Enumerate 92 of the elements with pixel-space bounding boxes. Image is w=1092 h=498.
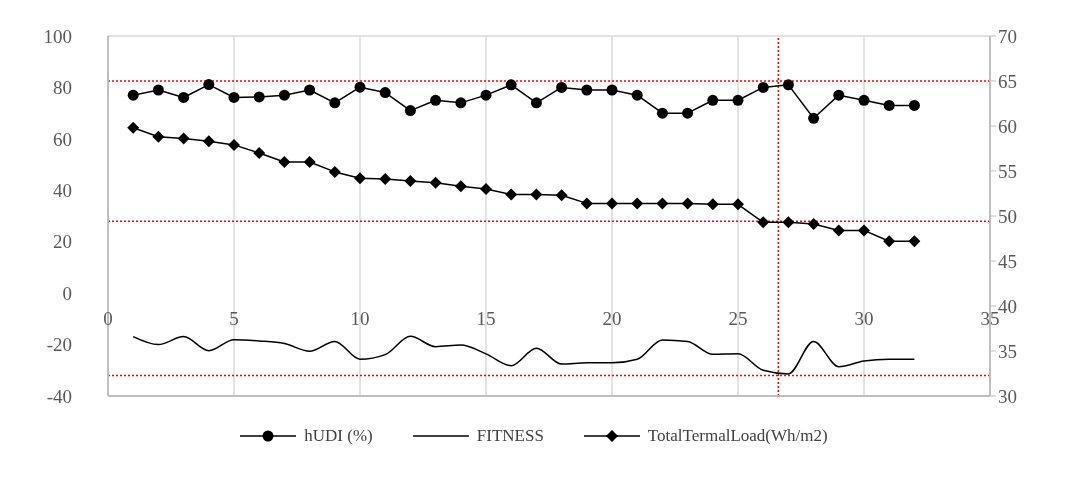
y-tick-label: -40 bbox=[46, 385, 72, 407]
point bbox=[530, 188, 543, 201]
point bbox=[202, 135, 215, 148]
point bbox=[253, 91, 265, 103]
point bbox=[782, 79, 794, 91]
y2-tick-label: 40 bbox=[998, 295, 1017, 317]
point bbox=[732, 94, 744, 106]
point bbox=[631, 89, 643, 101]
point bbox=[480, 183, 492, 195]
y2-tick-label: 35 bbox=[998, 340, 1017, 362]
y2-tick-label: 70 bbox=[998, 25, 1017, 47]
y2-tick-label: 30 bbox=[998, 385, 1017, 407]
point bbox=[858, 94, 870, 106]
legend-label: hUDI (%) bbox=[303, 426, 373, 446]
y2-tick-label: 55 bbox=[998, 160, 1017, 182]
point bbox=[631, 197, 644, 210]
point bbox=[228, 91, 240, 103]
x-tick-label: 0 bbox=[103, 308, 113, 330]
point bbox=[152, 84, 164, 96]
x-tick-label: 10 bbox=[350, 308, 370, 330]
y2-tick-label: 50 bbox=[998, 205, 1017, 227]
point bbox=[278, 89, 290, 101]
y-tick-label: 40 bbox=[53, 180, 72, 202]
point bbox=[883, 99, 895, 111]
point bbox=[253, 147, 266, 159]
y2-tick-label: 45 bbox=[998, 250, 1017, 272]
x-tick-label: 25 bbox=[728, 308, 748, 330]
point bbox=[228, 138, 240, 151]
point bbox=[556, 81, 568, 93]
point bbox=[127, 121, 140, 134]
y-tick-label: 20 bbox=[53, 231, 72, 253]
point bbox=[152, 130, 165, 143]
point bbox=[782, 216, 795, 229]
y-tick-label: 60 bbox=[53, 128, 72, 150]
point bbox=[681, 197, 694, 210]
point bbox=[757, 81, 769, 93]
point bbox=[807, 218, 820, 231]
point bbox=[177, 132, 190, 145]
point bbox=[329, 97, 341, 109]
point bbox=[833, 89, 845, 101]
point bbox=[354, 81, 366, 93]
point bbox=[832, 224, 845, 237]
point bbox=[757, 216, 770, 229]
point bbox=[808, 112, 820, 124]
x-tick-label: 5 bbox=[229, 308, 239, 330]
x-tick-label: 20 bbox=[602, 308, 622, 330]
point bbox=[203, 79, 215, 91]
point bbox=[908, 235, 921, 248]
point bbox=[883, 235, 896, 248]
point bbox=[278, 156, 291, 168]
point bbox=[178, 91, 190, 103]
y-tick-label: 80 bbox=[53, 77, 72, 99]
point bbox=[682, 107, 694, 119]
point bbox=[455, 97, 467, 109]
point bbox=[656, 107, 668, 119]
point bbox=[304, 84, 316, 96]
point bbox=[580, 197, 593, 210]
point bbox=[732, 198, 744, 211]
point bbox=[530, 97, 542, 109]
point bbox=[480, 89, 492, 101]
y2-tick-label: 65 bbox=[998, 70, 1017, 92]
y-tick-label: 100 bbox=[43, 25, 72, 47]
point bbox=[505, 188, 518, 201]
point bbox=[303, 156, 316, 168]
legend-label: TotalTermalLoad(Wh/m2) bbox=[646, 426, 828, 446]
point bbox=[127, 89, 139, 101]
line-series bbox=[132, 335, 916, 375]
y-tick-label: 0 bbox=[62, 282, 72, 304]
point bbox=[404, 174, 417, 187]
point bbox=[379, 87, 391, 99]
point bbox=[505, 79, 517, 91]
point bbox=[354, 172, 366, 185]
point bbox=[430, 94, 442, 106]
point bbox=[581, 84, 593, 96]
point bbox=[606, 84, 618, 96]
y-tick-label: -20 bbox=[46, 334, 72, 356]
point bbox=[606, 197, 618, 210]
point bbox=[908, 99, 920, 111]
point bbox=[706, 198, 719, 211]
x-tick-label: 15 bbox=[476, 308, 496, 330]
point bbox=[454, 180, 467, 193]
point bbox=[707, 94, 719, 106]
point bbox=[429, 176, 442, 189]
point bbox=[404, 105, 416, 117]
point bbox=[858, 224, 870, 237]
point bbox=[555, 189, 568, 202]
legend-label: FITNESS bbox=[475, 426, 544, 446]
point bbox=[656, 197, 669, 210]
point bbox=[379, 173, 392, 186]
y2-tick-label: 60 bbox=[998, 115, 1017, 137]
point bbox=[328, 165, 341, 178]
x-tick-label: 30 bbox=[854, 308, 874, 330]
